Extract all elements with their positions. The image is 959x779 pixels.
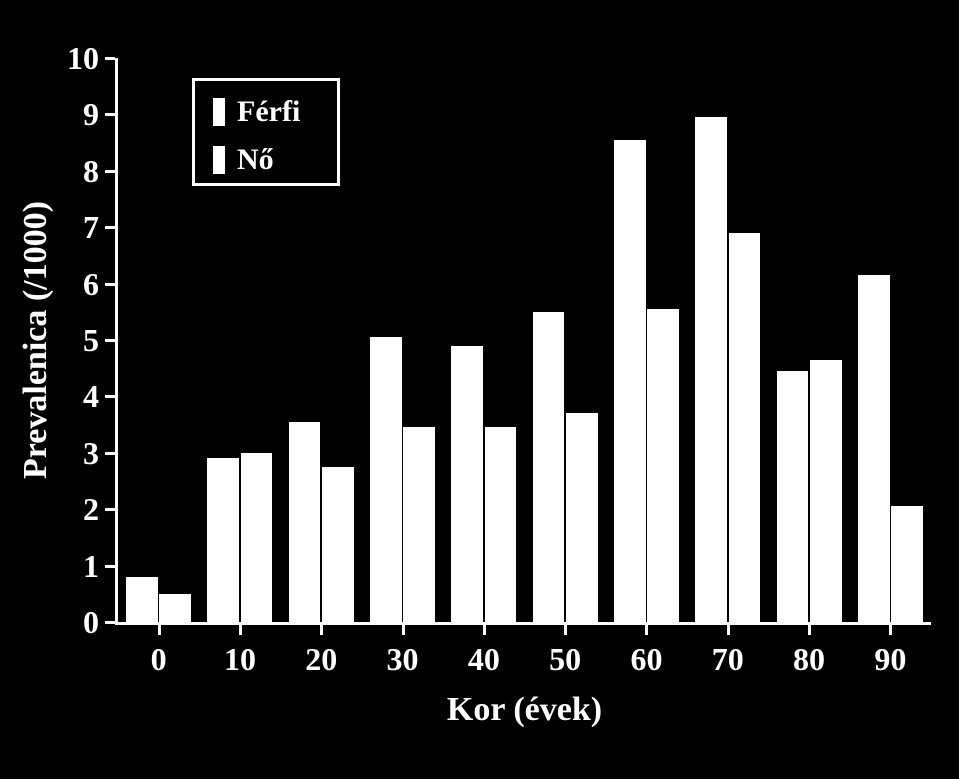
x-tick-label: 70 xyxy=(712,641,744,678)
x-tick-label: 0 xyxy=(151,641,167,678)
y-axis-title: Prevalenica (/1000) xyxy=(17,201,55,479)
legend-label: Férfi xyxy=(237,95,300,129)
legend-label: Nő xyxy=(237,143,274,177)
legend-swatch-icon xyxy=(213,146,225,174)
x-tick-label: 20 xyxy=(305,641,337,678)
y-axis-line xyxy=(115,58,118,622)
y-tick-label: 3 xyxy=(83,435,99,472)
bar xyxy=(207,458,239,622)
y-tick-label: 1 xyxy=(83,548,99,585)
y-tick xyxy=(105,395,115,398)
y-tick-label: 7 xyxy=(83,209,99,246)
y-tick xyxy=(105,565,115,568)
chart-root: Prevalenica (/1000) Kor (évek) Férfi Nő … xyxy=(0,0,959,779)
y-tick xyxy=(105,57,115,60)
x-tick xyxy=(239,625,242,635)
bar xyxy=(289,422,321,622)
y-tick xyxy=(105,452,115,455)
y-tick xyxy=(105,283,115,286)
y-tick xyxy=(105,621,115,624)
x-tick xyxy=(402,625,405,635)
y-tick-label: 8 xyxy=(83,153,99,190)
x-tick xyxy=(727,625,730,635)
legend-swatch-icon xyxy=(213,98,225,126)
y-tick-label: 9 xyxy=(83,96,99,133)
legend-row: Férfi xyxy=(213,95,300,129)
x-tick-label: 50 xyxy=(549,641,581,678)
y-tick-label: 10 xyxy=(67,40,99,77)
bar xyxy=(451,346,483,622)
bar xyxy=(159,594,191,622)
x-tick xyxy=(645,625,648,635)
y-tick-label: 2 xyxy=(83,491,99,528)
bar xyxy=(614,140,646,622)
y-tick-label: 0 xyxy=(83,604,99,641)
x-tick-label: 60 xyxy=(630,641,662,678)
x-tick xyxy=(483,625,486,635)
y-tick-label: 5 xyxy=(83,322,99,359)
y-tick xyxy=(105,339,115,342)
y-tick-label: 6 xyxy=(83,266,99,303)
bar xyxy=(810,360,842,622)
x-axis-title: Kor (évek) xyxy=(447,691,602,729)
bar xyxy=(533,312,565,622)
bar xyxy=(126,577,158,622)
bar xyxy=(777,371,809,622)
x-tick-label: 30 xyxy=(387,641,419,678)
y-tick xyxy=(105,170,115,173)
x-tick xyxy=(808,625,811,635)
y-tick-label: 4 xyxy=(83,378,99,415)
bar xyxy=(322,467,354,622)
x-tick-label: 40 xyxy=(468,641,500,678)
legend: Férfi Nő xyxy=(192,78,340,186)
bar xyxy=(891,506,923,622)
bar xyxy=(729,233,761,622)
x-tick-label: 90 xyxy=(874,641,906,678)
y-tick xyxy=(105,508,115,511)
x-tick xyxy=(564,625,567,635)
bar xyxy=(485,427,517,622)
bar xyxy=(370,337,402,622)
legend-row: Nő xyxy=(213,143,274,177)
y-tick xyxy=(105,113,115,116)
bar xyxy=(695,117,727,622)
bar xyxy=(403,427,435,622)
x-tick xyxy=(320,625,323,635)
x-tick xyxy=(889,625,892,635)
bar xyxy=(241,453,273,622)
bar xyxy=(647,309,679,622)
x-tick xyxy=(158,625,161,635)
x-tick-label: 10 xyxy=(224,641,256,678)
bar xyxy=(566,413,598,622)
bar xyxy=(858,275,890,622)
x-tick-label: 80 xyxy=(793,641,825,678)
y-tick xyxy=(105,226,115,229)
